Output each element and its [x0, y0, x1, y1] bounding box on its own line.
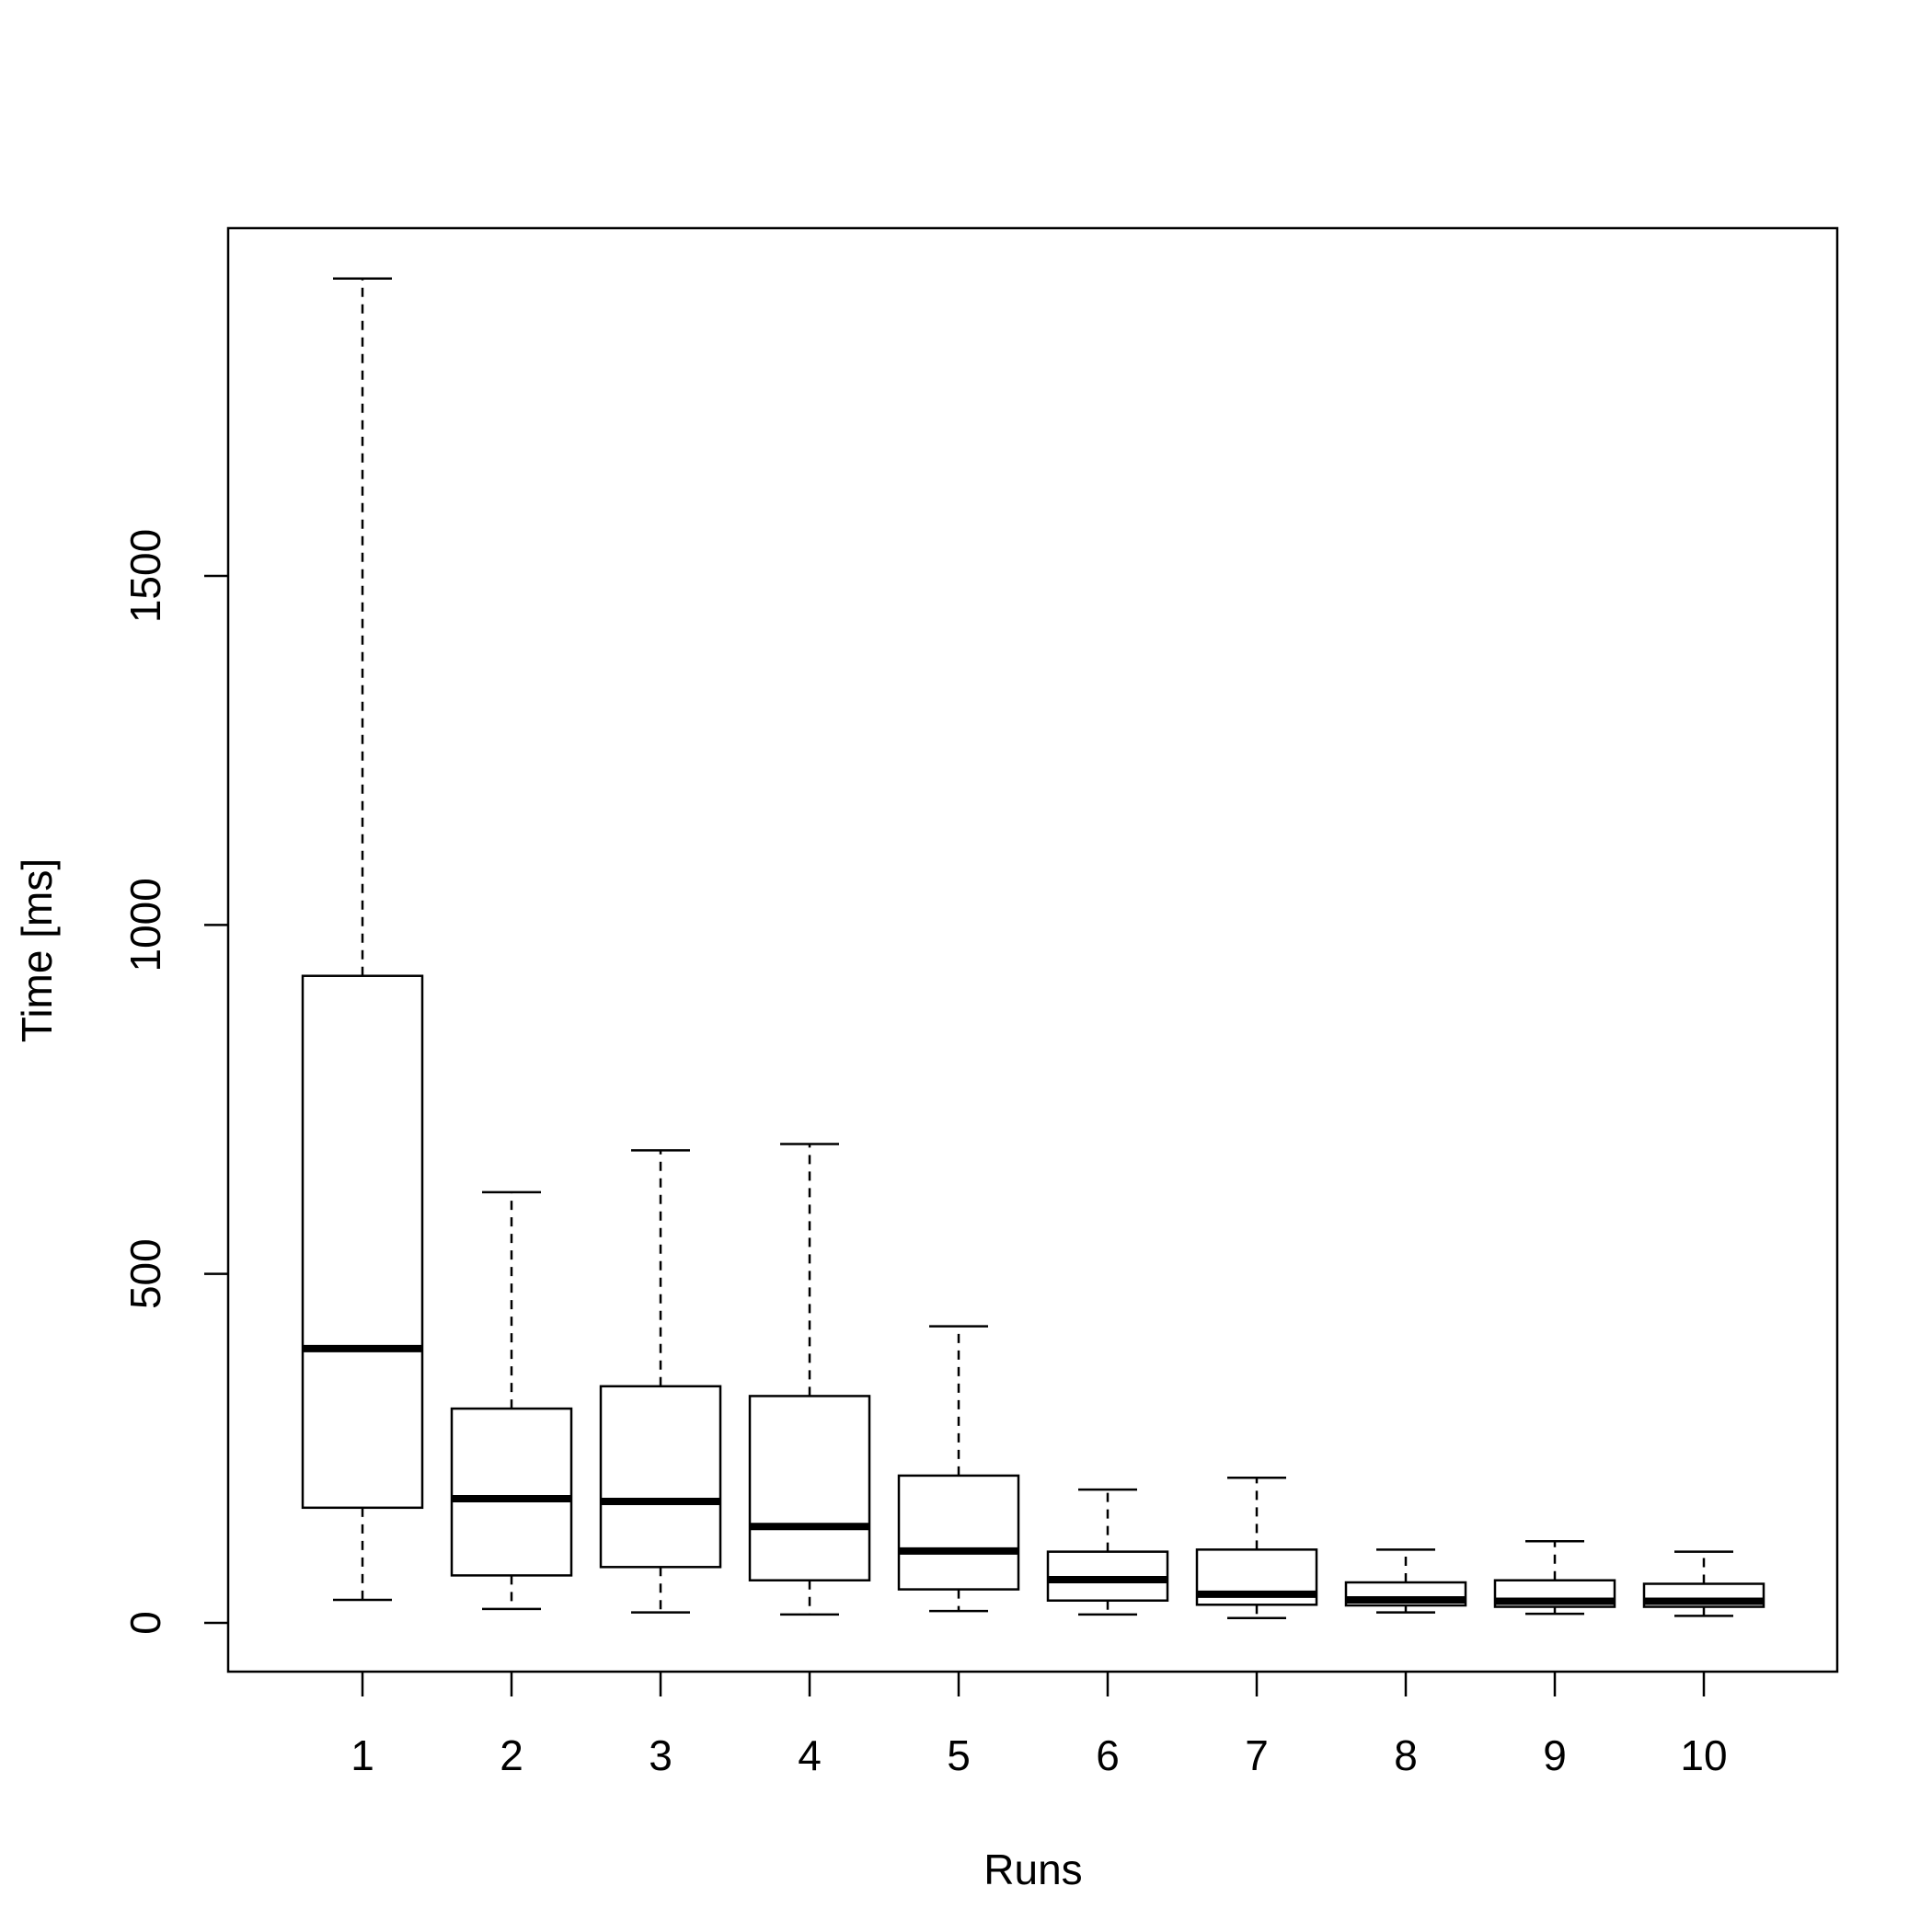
x-tick-label-9: 9 [1543, 1731, 1567, 1779]
x-tick-label-5: 5 [947, 1731, 971, 1779]
x-tick-label-4: 4 [798, 1731, 822, 1779]
x-tick-label-3: 3 [649, 1731, 673, 1779]
x-tick-label-6: 6 [1096, 1731, 1120, 1779]
box-3 [599, 1385, 722, 1569]
box-4 [748, 1395, 871, 1581]
y-axis-label: Time [ms] [13, 858, 61, 1042]
x-axis: 1 2 3 4 5 6 7 8 9 10 [351, 1672, 1728, 1779]
y-tick-label-1500: 1500 [121, 529, 169, 623]
box-5 [897, 1474, 1020, 1591]
x-tick-label-2: 2 [500, 1731, 523, 1779]
x-tick-label-8: 8 [1394, 1731, 1418, 1779]
box-group [301, 277, 1765, 1619]
plot-frame [226, 226, 1839, 1673]
y-tick-label-0: 0 [121, 1611, 169, 1635]
box-1 [301, 974, 424, 1510]
y-tick-label-1000: 1000 [121, 878, 169, 972]
y-tick-label-500: 500 [121, 1238, 169, 1309]
x-tick-label-7: 7 [1245, 1731, 1269, 1779]
y-axis: 0 500 1000 1500 [121, 529, 228, 1635]
x-tick-label-1: 1 [351, 1731, 374, 1779]
box-2 [450, 1407, 573, 1577]
x-tick-label-10: 10 [1680, 1731, 1727, 1779]
x-axis-label: Runs [983, 1846, 1082, 1893]
